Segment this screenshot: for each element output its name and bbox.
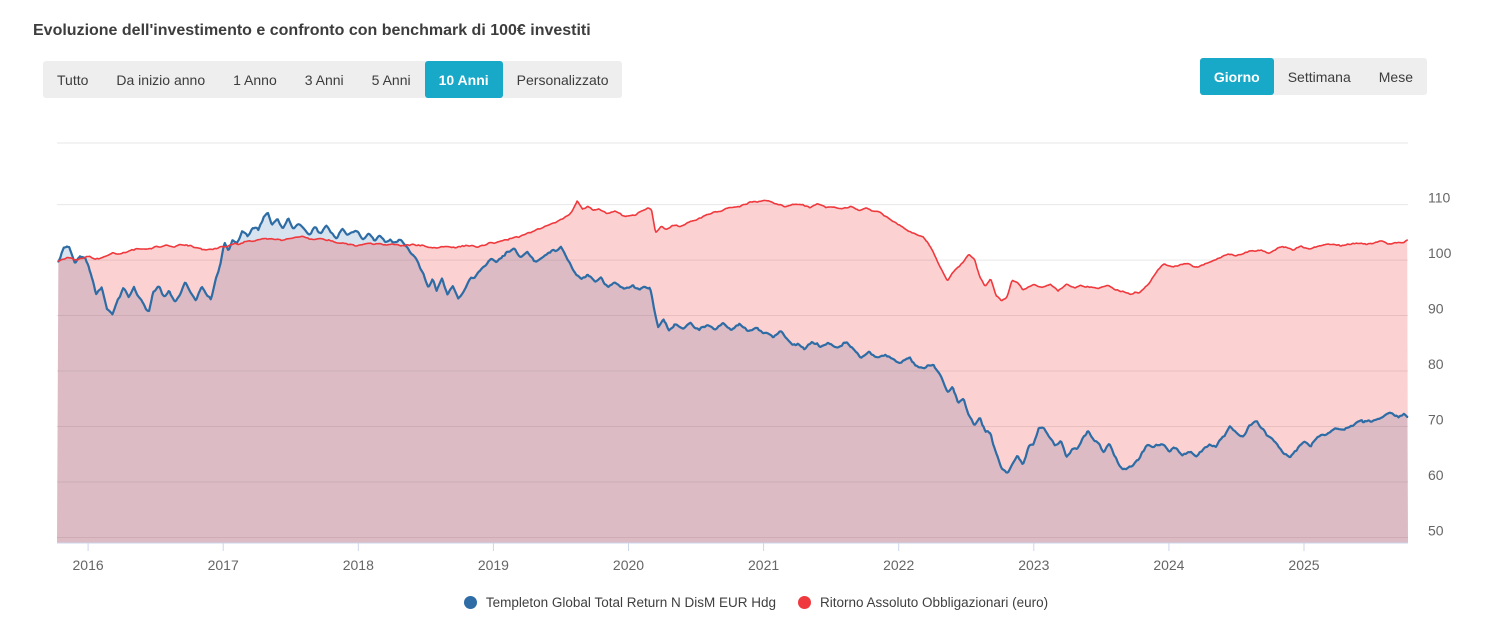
y-axis-label: 90: [1428, 301, 1444, 317]
tab-10-anni[interactable]: 10 Anni: [424, 61, 503, 98]
legend-label-benchmark: Ritorno Assoluto Obbligazionari (euro): [820, 594, 1049, 610]
fund-series-marker-icon: [463, 595, 477, 609]
x-axis-label: 2024: [1153, 557, 1184, 573]
y-axis-label: 70: [1428, 412, 1444, 428]
y-axis-label: 50: [1428, 523, 1444, 539]
line-layer: [57, 199, 1409, 474]
line-benchmark: [57, 199, 1408, 302]
line-fund: [57, 211, 1409, 474]
page-title: Evoluzione dell'investimento e confronto…: [33, 22, 591, 39]
y-axis-label: 100: [1428, 245, 1452, 261]
tab-1-anno[interactable]: 1 Anno: [219, 61, 291, 98]
x-axis-label: 2023: [1018, 557, 1049, 573]
x-axis-label: 2018: [343, 557, 374, 573]
area-fund: [57, 213, 1408, 543]
tab-giorno[interactable]: Giorno: [1199, 58, 1274, 95]
legend-label-fund: Templeton Global Total Return N DisM EUR…: [485, 594, 776, 610]
area-benchmark: [57, 200, 1408, 543]
area-layer: [57, 200, 1408, 543]
y-axis-label: 60: [1428, 467, 1444, 483]
tab-da-inizio-anno[interactable]: Da inizio anno: [102, 61, 219, 98]
axis-layer: 2016 2017 2018 2019 2020 2021 2022 2023 2024 2025…: [57, 190, 1452, 573]
legend-item-benchmark[interactable]: Ritorno Assoluto Obbligazionari (euro): [798, 595, 1048, 610]
chart-legend: Templeton Global Total Return N DisM EUR…: [0, 588, 1512, 616]
tab-3-anni[interactable]: 3 Anni: [291, 61, 358, 98]
y-axis-label: 110: [1428, 190, 1451, 206]
benchmark-series-marker-icon: [798, 595, 811, 609]
tab-personalizzato[interactable]: Personalizzato: [503, 61, 623, 98]
y-axis-label: 80: [1428, 356, 1444, 372]
x-axis-label: 2021: [748, 557, 779, 573]
x-axis-label: 2017: [208, 557, 239, 573]
x-axis-label: 2016: [73, 557, 104, 573]
tab-5-anni[interactable]: 5 Anni: [358, 61, 425, 98]
legend-item-fund[interactable]: Templeton Global Total Return N DisM EUR…: [463, 594, 776, 610]
grid-layer: [57, 142, 1408, 538]
tab-mese[interactable]: Mese: [1365, 58, 1427, 95]
x-axis-label: 2020: [613, 557, 644, 573]
tab-tutto[interactable]: Tutto: [43, 61, 102, 98]
frequency-tabbar: Giorno Settimana Mese: [1199, 58, 1427, 95]
x-axis-label: 2025: [1288, 557, 1319, 573]
range-tabbar: Tutto Da inizio anno 1 Anno 3 Anni 5 Ann…: [43, 61, 623, 98]
x-axis-label: 2022: [883, 557, 914, 573]
x-axis-label: 2019: [478, 557, 509, 573]
tab-settimana[interactable]: Settimana: [1274, 58, 1365, 95]
